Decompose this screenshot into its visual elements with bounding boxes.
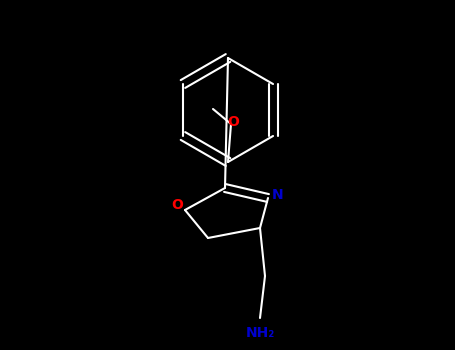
Text: O: O [227, 115, 239, 129]
Text: NH₂: NH₂ [245, 326, 275, 340]
Text: N: N [272, 188, 284, 202]
Text: O: O [171, 198, 183, 212]
